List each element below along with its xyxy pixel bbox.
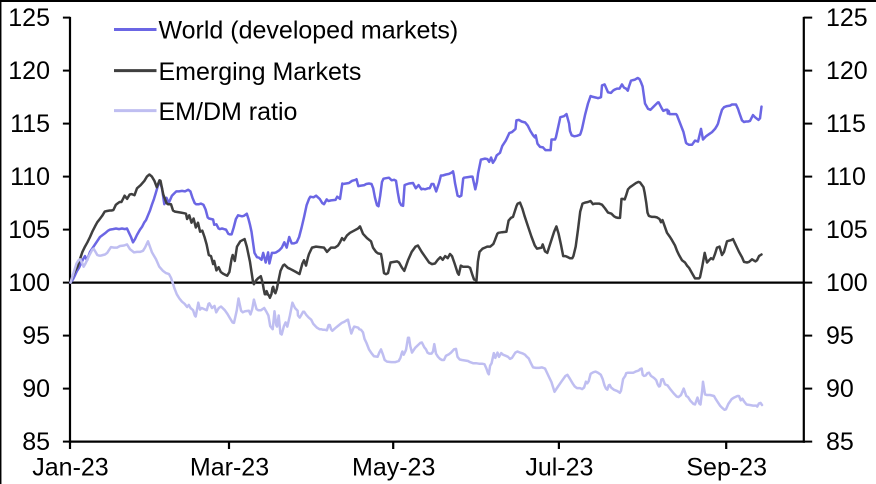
svg-text:95: 95 <box>826 322 854 350</box>
svg-text:90: 90 <box>22 375 50 403</box>
svg-text:85: 85 <box>826 428 854 456</box>
svg-text:Sep-23: Sep-23 <box>686 453 767 481</box>
svg-text:100: 100 <box>826 269 868 297</box>
svg-text:105: 105 <box>8 216 50 244</box>
svg-text:World (developed markets): World (developed markets) <box>159 17 459 45</box>
svg-text:105: 105 <box>826 216 868 244</box>
svg-text:May-23: May-23 <box>352 453 435 481</box>
svg-text:Mar-23: Mar-23 <box>190 453 269 481</box>
svg-text:120: 120 <box>826 57 868 85</box>
svg-text:125: 125 <box>826 4 868 32</box>
svg-text:EM/DM ratio: EM/DM ratio <box>159 98 298 126</box>
svg-text:115: 115 <box>10 110 50 138</box>
svg-text:85: 85 <box>22 428 50 456</box>
svg-text:120: 120 <box>8 57 50 85</box>
svg-text:Emerging Markets: Emerging Markets <box>159 58 362 86</box>
svg-text:Jan-23: Jan-23 <box>32 453 108 481</box>
svg-text:100: 100 <box>8 269 50 297</box>
svg-text:115: 115 <box>826 110 866 138</box>
svg-text:110: 110 <box>10 163 50 191</box>
svg-text:Jul-23: Jul-23 <box>525 453 593 481</box>
svg-text:125: 125 <box>8 4 50 32</box>
svg-text:95: 95 <box>22 322 50 350</box>
svg-text:90: 90 <box>826 375 854 403</box>
svg-text:110: 110 <box>826 163 866 191</box>
